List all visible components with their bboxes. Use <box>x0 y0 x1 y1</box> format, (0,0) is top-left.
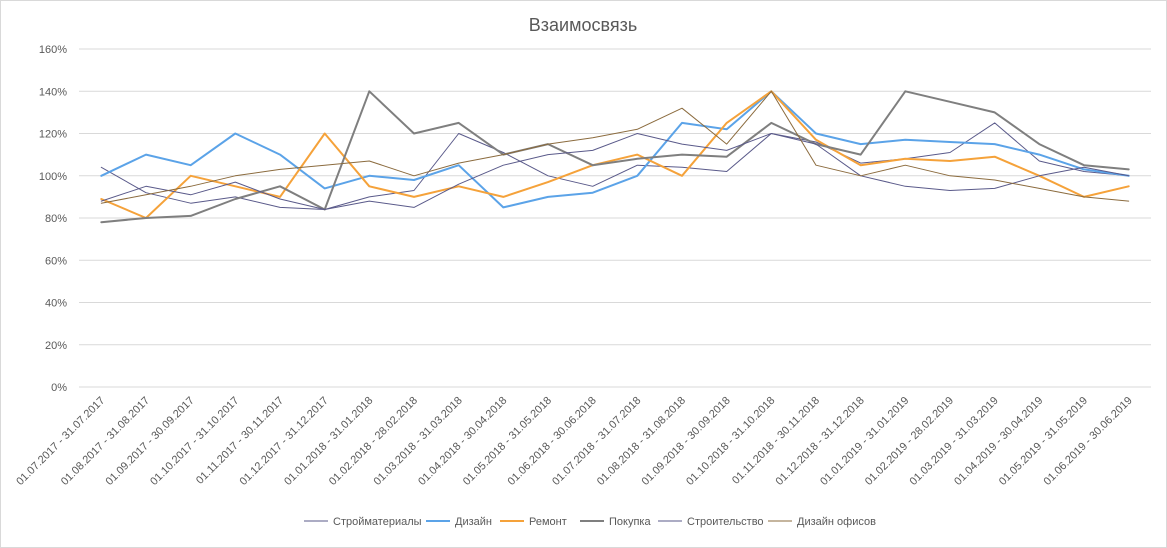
x-tick-label: 01.12.2017 - 31.12.2017 <box>238 395 331 488</box>
x-tick-label: 01.02.2018 - 28.02.2018 <box>327 395 420 488</box>
chart-title: Взаимосвязь <box>529 15 637 35</box>
y-tick-label: 140% <box>39 86 67 98</box>
legend-label: Дизайн офисов <box>797 516 876 528</box>
x-tick-label: 01.01.2018 - 31.01.2018 <box>282 395 375 488</box>
x-tick-label: 01.01.2019 - 31.01.2019 <box>818 395 911 488</box>
series-line-5 <box>100 90 1130 204</box>
x-tick-label: 01.05.2019 - 31.05.2019 <box>997 395 1090 488</box>
x-tick-label: 01.08.2017 - 31.08.2017 <box>59 395 152 488</box>
series-line-4 <box>100 133 1130 210</box>
y-tick-label: 40% <box>45 298 67 310</box>
y-tick-label: 0% <box>51 382 67 394</box>
x-tick-label: 01.04.2018 - 30.04.2018 <box>416 395 509 488</box>
x-tick-label: 01.09.2017 - 30.09.2017 <box>104 395 197 488</box>
legend: Стройматериалы Дизайн Ремонт Покупка Строите… <box>304 516 876 528</box>
x-tick-label: 01.07.2018 - 31.07.2018 <box>550 395 643 488</box>
series-line-0 <box>100 122 1130 210</box>
legend-label: Стройматериалы <box>333 516 422 528</box>
x-tick-label: 01.03.2019 - 31.03.2019 <box>908 395 1001 488</box>
x-tick-label: 01.07.2017 - 31.07.2017 <box>14 395 107 488</box>
x-tick-label: 01.06.2019 - 30.06.2019 <box>1042 395 1135 488</box>
y-tick-label: 160% <box>39 44 67 56</box>
x-tick-label: 01.10.2017 - 31.10.2017 <box>148 395 241 488</box>
x-tick-label: 01.06.2018 - 30.06.2018 <box>506 395 599 488</box>
x-tick-label: 01.12.2018 - 31.12.2018 <box>774 395 867 488</box>
x-tick-label: 01.03.2018 - 31.03.2018 <box>372 395 465 488</box>
y-tick-label: 20% <box>45 340 67 352</box>
series-line-1 <box>100 90 1130 209</box>
y-tick-label: 60% <box>45 255 67 267</box>
y-tick-label: 100% <box>39 171 67 183</box>
series-line-2 <box>100 90 1130 219</box>
x-tick-label: 01.08.2018 - 31.08.2018 <box>595 395 688 488</box>
x-tick-label: 01.09.2018 - 30.09.2018 <box>640 395 733 488</box>
legend-label: Ремонт <box>529 516 567 528</box>
x-tick-label: 01.11.2018 - 30.11.2018 <box>730 395 822 487</box>
legend-label: Покупка <box>609 516 651 528</box>
y-tick-label: 80% <box>45 213 67 225</box>
gridlines <box>79 48 1151 388</box>
x-tick-label: 01.11.2017 - 30.11.2017 <box>194 395 286 487</box>
series-lines <box>100 90 1130 224</box>
y-tick-label: 120% <box>39 129 67 141</box>
y-axis-ticks: 0% 20% 40% 60% 80% 100% 120% 140% 160% <box>39 44 67 394</box>
x-tick-label: 01.02.2019 - 28.02.2019 <box>863 395 956 488</box>
series-line-3 <box>100 90 1130 224</box>
x-tick-label: 01.05.2018 - 31.05.2018 <box>461 395 554 488</box>
x-tick-label: 01.10.2018 - 31.10.2018 <box>684 395 777 488</box>
legend-label: Строительство <box>687 516 764 528</box>
legend-label: Дизайн <box>455 516 492 528</box>
x-tick-label: 01.04.2019 - 30.04.2019 <box>952 395 1045 488</box>
